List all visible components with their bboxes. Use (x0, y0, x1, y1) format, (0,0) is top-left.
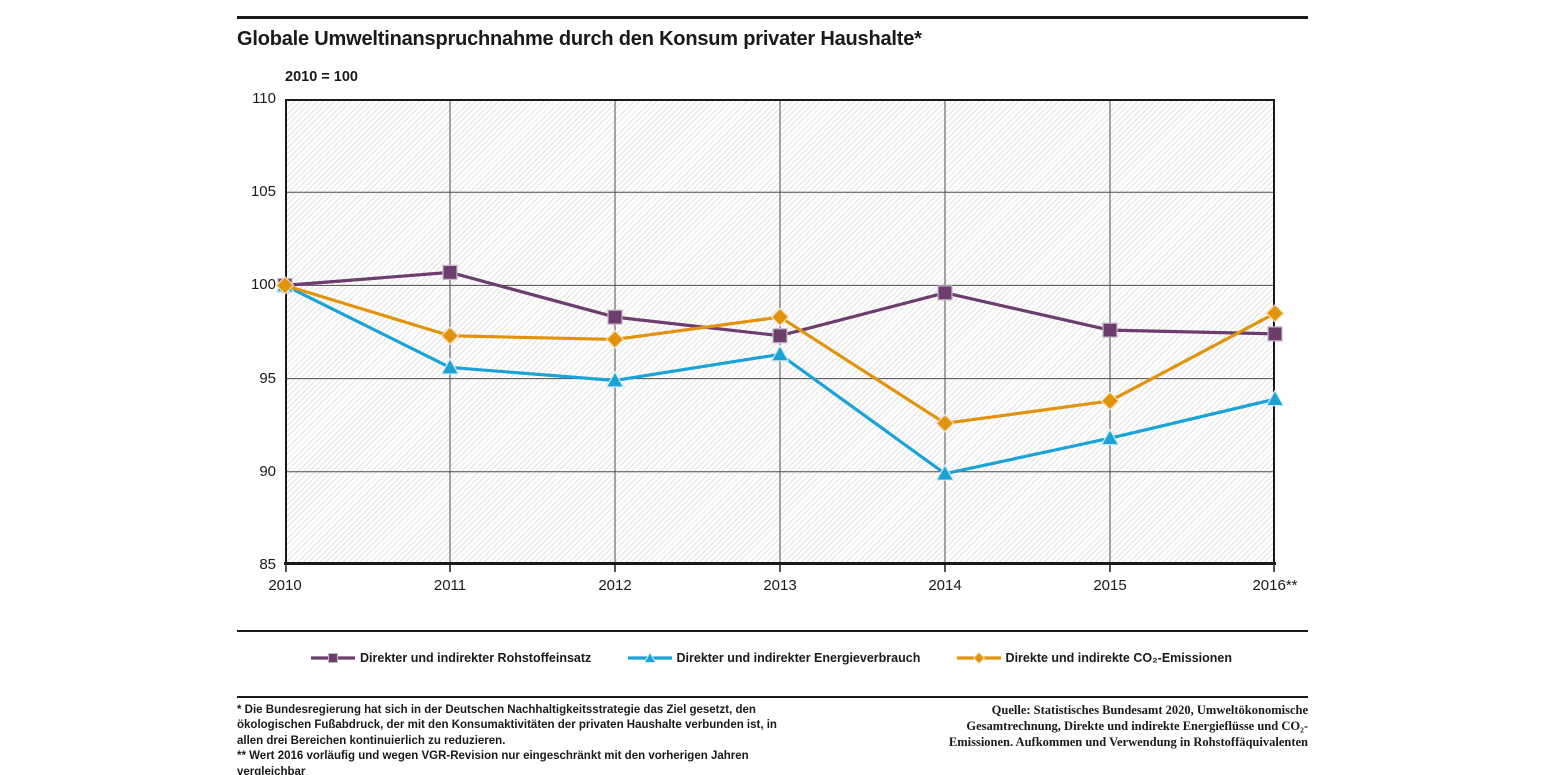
chart-title: Globale Umweltinanspruchnahme durch den … (237, 28, 922, 50)
index-base-note: 2010 = 100 (285, 69, 358, 85)
data-point-marker (440, 357, 460, 375)
data-point-marker (935, 463, 955, 481)
data-point-marker (1265, 304, 1285, 323)
y-axis-tick-label: 105 (250, 183, 276, 201)
data-point-marker (605, 330, 625, 349)
y-axis-tick-label: 90 (259, 462, 276, 480)
top-rule (237, 16, 1308, 19)
legend-item: Direkte und indirekte CO₂-Emissionen (956, 651, 1232, 665)
legend-item-label: Direkter und indirekter Rohstoffeinsatz (360, 651, 592, 665)
chart-legend: Direkter und indirekter Rohstoffeinsatz D… (237, 645, 1308, 671)
source-note: Quelle: Statistisches Bundesamt 2020, Um… (948, 703, 1308, 749)
legend-separator-line (237, 630, 1308, 632)
data-point-marker (1100, 391, 1120, 411)
footnote-separator-line (237, 696, 1308, 698)
x-axis-tick-label: 2011 (433, 577, 467, 594)
x-axis-tick-label: 2015 (1093, 577, 1127, 594)
footnote-double-asterisk: ** Wert 2016 vorläufig und wegen VGR-Rev… (237, 750, 749, 775)
data-point-marker (1265, 389, 1285, 407)
legend-item-label: Direkte und indirekte CO₂-Emissionen (1005, 651, 1232, 665)
legend-square-marker-icon (311, 653, 355, 663)
data-point-marker (937, 285, 953, 301)
legend-item: Direkter und indirekter Energieverbrauch (627, 651, 921, 665)
data-point-marker (605, 370, 625, 388)
data-point-marker (1267, 326, 1283, 342)
data-point-marker (1102, 322, 1118, 338)
y-axis-tick-label: 100 (250, 276, 276, 294)
data-point-marker (275, 276, 295, 295)
data-point-marker (770, 344, 790, 362)
data-point-marker (440, 326, 460, 346)
data-point-marker (935, 413, 955, 433)
x-axis-tick-label: 2016** (1252, 577, 1298, 594)
y-axis-tick-label: 85 (259, 556, 276, 573)
x-axis-tick-label: 2013 (763, 577, 797, 594)
legend-item: Direkter und indirekter Rohstoffeinsatz (311, 651, 591, 665)
plot-area (275, 99, 1285, 572)
y-axis-tick-label: 110 (252, 90, 276, 107)
data-point-marker (442, 264, 458, 280)
y-axis-tick-label: 95 (259, 369, 276, 387)
plot-frame (284, 99, 1276, 572)
x-axis-tick-label: 2012 (598, 577, 632, 594)
legend-item-label: Direkter und indirekter Energieverbrauch (676, 651, 921, 665)
footnotes: * Die Bundesregierung hat sich in der De… (237, 703, 797, 775)
data-point-marker (770, 307, 790, 327)
footnote-asterisk: * Die Bundesregierung hat sich in der De… (237, 704, 777, 747)
x-axis-tick-label: 2014 (928, 577, 962, 594)
x-axis-tick-label: 2010 (268, 577, 302, 594)
data-point-marker (607, 309, 623, 325)
series-diamond (275, 276, 1285, 433)
data-point-marker (772, 328, 788, 344)
legend-triangle-marker-icon (627, 651, 672, 663)
legend-diamond-marker-icon (956, 651, 1001, 665)
data-point-marker (1100, 428, 1120, 446)
line-chart (275, 99, 1285, 572)
